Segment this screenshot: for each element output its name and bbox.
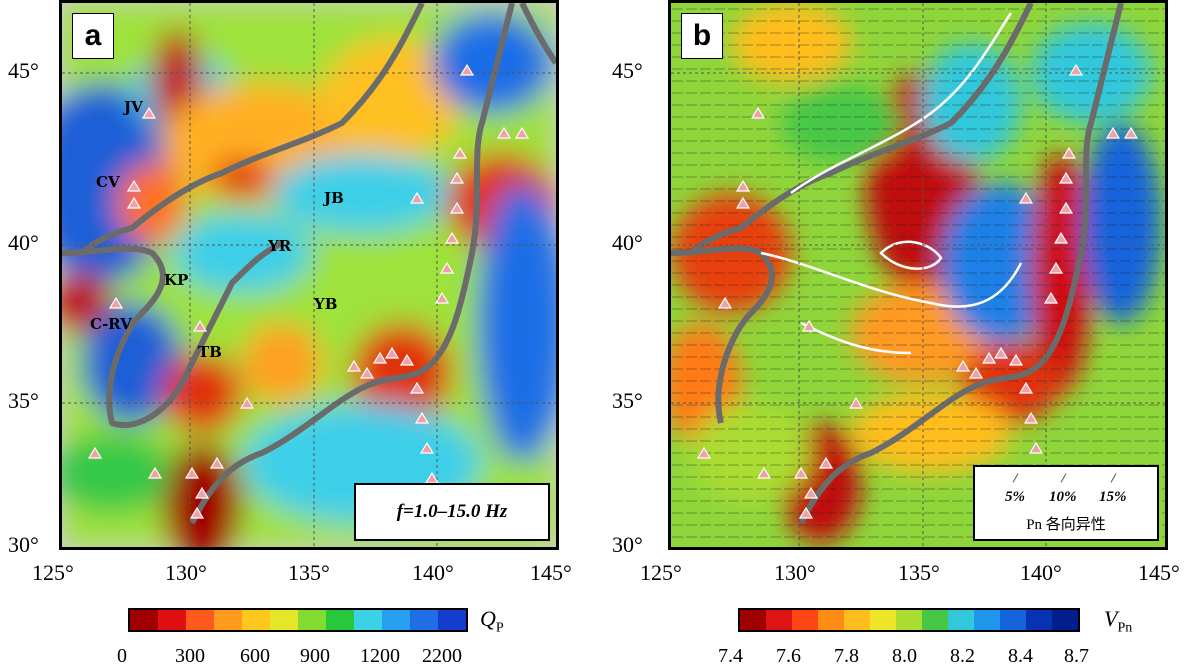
coastlines-b — [671, 3, 1124, 525]
colorbar-swatch-9 — [974, 610, 1000, 630]
lat-label-30-b: 30° — [612, 532, 643, 557]
vpn-tick-7.4: 7.4 — [718, 645, 743, 667]
region-label-yb: YB — [314, 295, 338, 313]
lon-label-130-b: 130° — [774, 560, 816, 585]
colorbar-swatch-7 — [326, 610, 354, 630]
colorbar-swatch-2 — [792, 610, 818, 630]
colorbar-swatch-8 — [948, 610, 974, 630]
vpn-map-graphic — [671, 3, 1165, 547]
graticule-b — [671, 3, 1165, 547]
qp-tick-900: 900 — [300, 645, 330, 667]
vpn-tick-8.0: 8.0 — [892, 645, 917, 667]
anisotropy-title: Pn 各向异性 — [1026, 517, 1106, 533]
region-label-kp: KP — [164, 271, 189, 289]
vpn-colorbar — [738, 608, 1080, 632]
colorbar-swatch-6 — [896, 610, 922, 630]
vpn-tick-8.4: 8.4 — [1008, 645, 1033, 667]
panel-a-qp-map: a JV CV JB YR KP YB C-RV TB f=1.0–15.0 H… — [59, 0, 559, 550]
lon-label-145: 145° — [530, 560, 572, 585]
colorbar-swatch-0 — [130, 610, 158, 630]
colorbar-swatch-5 — [870, 610, 896, 630]
coastlines — [62, 3, 556, 525]
qp-colorbar-title: QP — [480, 606, 504, 636]
lon-label-145-b: 145° — [1138, 560, 1180, 585]
qp-contour-field — [62, 3, 556, 547]
colorbar-swatch-0 — [740, 610, 766, 630]
colorbar-swatch-3 — [214, 610, 242, 630]
panel-letter-b: b — [681, 13, 723, 59]
colorbar-swatch-7 — [922, 610, 948, 630]
lon-label-125: 125° — [32, 560, 74, 585]
colorbar-swatch-1 — [158, 610, 186, 630]
lon-label-140: 140° — [412, 560, 454, 585]
lat-label-40-b: 40° — [612, 230, 643, 255]
lat-label-35: 35° — [8, 388, 39, 413]
qp-tick-600: 600 — [240, 645, 270, 667]
colorbar-swatch-8 — [354, 610, 382, 630]
colorbar-swatch-1 — [766, 610, 792, 630]
anisotropy-scale-10: 10% — [1049, 489, 1077, 505]
vpn-tick-8.2: 8.2 — [950, 645, 975, 667]
colorbar-swatch-12 — [1052, 610, 1078, 630]
region-label-yr: YR — [268, 237, 292, 255]
qp-tick-1200: 1200 — [360, 645, 400, 667]
anisotropy-legend: 5% 10% 15% Pn 各向异性 — [973, 465, 1159, 541]
lon-label-135: 135° — [288, 560, 330, 585]
region-label-cv: CV — [96, 173, 120, 191]
qp-colorbar — [128, 608, 468, 632]
colorbar-swatch-11 — [438, 610, 466, 630]
colorbar-swatch-10 — [1000, 610, 1026, 630]
qp-tick-300: 300 — [175, 645, 205, 667]
colorbar-swatch-3 — [818, 610, 844, 630]
colorbar-swatch-10 — [410, 610, 438, 630]
vpn-tick-7.8: 7.8 — [834, 645, 859, 667]
region-label-c-rv: C-RV — [90, 315, 132, 333]
lon-label-130: 130° — [165, 560, 207, 585]
lon-label-125-b: 125° — [640, 560, 682, 585]
anisotropy-scale-5: 5% — [1005, 489, 1025, 505]
colorbar-swatch-11 — [1026, 610, 1052, 630]
qp-tick-2200: 2200 — [422, 645, 462, 667]
lat-label-40: 40° — [8, 230, 39, 255]
region-label-jv: JV — [124, 98, 143, 116]
lat-label-35-b: 35° — [612, 388, 643, 413]
colorbar-swatch-5 — [270, 610, 298, 630]
anisotropy-bar-10 — [1060, 473, 1067, 483]
frequency-band-label: f=1.0–15.0 Hz — [354, 483, 550, 541]
panel-b-vpn-map: b 5% 10% 15% Pn 各向异性 — [668, 0, 1168, 550]
lat-label-45: 45° — [8, 58, 39, 83]
anisotropy-bar-5 — [1012, 473, 1019, 483]
colorbar-swatch-9 — [382, 610, 410, 630]
anisotropy-bar-15 — [1110, 473, 1117, 483]
lon-label-140-b: 140° — [1020, 560, 1062, 585]
colorbar-swatch-4 — [242, 610, 270, 630]
anisotropy-scale-15: 15% — [1099, 489, 1127, 505]
panel-letter-a: a — [72, 13, 114, 59]
colorbar-swatch-6 — [298, 610, 326, 630]
vpn-colorbar-title: VPn — [1104, 606, 1133, 636]
lat-label-30: 30° — [8, 532, 39, 557]
anisotropy-bars — [671, 3, 1165, 547]
region-label-jb: JB — [324, 189, 344, 207]
qp-map-graphic — [62, 3, 556, 547]
qp-tick-0: 0 — [117, 645, 127, 667]
vpn-tick-7.6: 7.6 — [776, 645, 801, 667]
colorbar-swatch-2 — [186, 610, 214, 630]
region-label-tb: TB — [198, 343, 222, 361]
graticule — [62, 3, 556, 547]
vpn-tick-8.7: 8.7 — [1064, 645, 1089, 667]
colorbar-swatch-4 — [844, 610, 870, 630]
lon-label-135-b: 135° — [898, 560, 940, 585]
volcano-markers — [87, 63, 530, 519]
lat-label-45-b: 45° — [612, 58, 643, 83]
